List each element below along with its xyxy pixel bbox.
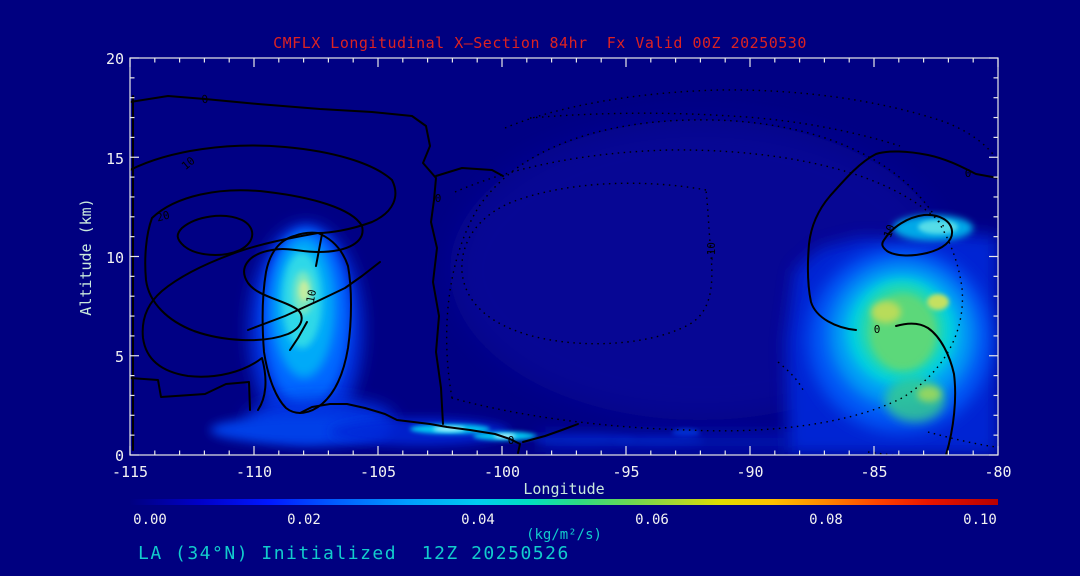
contour-label: 0 [201, 93, 209, 107]
colorbar-tick-label: 0.08 [809, 512, 843, 528]
contour-zero-west-spur [435, 167, 504, 177]
contour-zero-west [130, 95, 444, 425]
colorbar-tick-label: 0.02 [287, 512, 321, 528]
contour-label: 0 [435, 192, 442, 205]
western-plume-shading [210, 224, 395, 444]
contour-twenty-ring [144, 189, 364, 342]
x-tick-label: -85 [860, 463, 888, 481]
contour-label: 10 [304, 288, 319, 303]
filled-contour-field [130, 58, 998, 455]
x-tick-label: -105 [359, 463, 397, 481]
contour-terrain-3 [522, 423, 579, 443]
contour-label: 0 [508, 434, 515, 447]
contour-through-plume-lower [289, 321, 308, 351]
contour-terrain-2 [299, 403, 521, 454]
dotted-negative-contours [446, 89, 997, 455]
x-tick-label: -100 [483, 463, 521, 481]
colorbar-gradient [130, 499, 998, 505]
contour-label: 10 [881, 223, 898, 240]
x-tick-label: -95 [612, 463, 640, 481]
x-tick-label: -115 [111, 463, 149, 481]
x-tick-label: -110 [235, 463, 273, 481]
contour-terrain-1 [130, 377, 251, 411]
contour-zero-east [806, 150, 998, 331]
eastern-plume-shading [786, 215, 998, 455]
contour-label: 0 [965, 167, 972, 180]
contour-zero-east-lower [895, 322, 957, 455]
contour-ten-west-outer [130, 144, 397, 411]
y-tick-label: 10 [105, 249, 124, 267]
y-tick-label: 0 [114, 447, 124, 465]
y-tick-label: 20 [105, 50, 124, 68]
colorbar-tick-label: 0.04 [461, 512, 495, 528]
colorbar-unit: (kg/m²/s) [526, 527, 602, 543]
surface-streak-shading [330, 418, 790, 452]
contour-through-plume-upper [315, 233, 323, 267]
x-axis-title: Longitude [523, 480, 605, 498]
x-tick-label: -90 [736, 463, 764, 481]
footer-annotation: LA (34°N) Initialized 12Z 20250526 [138, 543, 570, 564]
colorbar-tick-label: 0.06 [635, 512, 669, 528]
line-contours [130, 95, 998, 455]
contour-label: 20 [155, 208, 171, 224]
x-tick-label: -80 [984, 463, 1012, 481]
contour-label: -10 [705, 242, 718, 262]
contour-plume-ring [261, 231, 352, 414]
axis-ticks [129, 57, 999, 456]
y-axis-title: Altitude (km) [77, 198, 95, 316]
contour-ten-east-ring [881, 213, 954, 257]
contour-diagonal [247, 261, 381, 331]
plot-title: CMFLX Longitudinal X–Section 84hr Fx Val… [273, 34, 807, 52]
colorbar-tick-label: 0.10 [963, 512, 997, 528]
plot-border [129, 57, 999, 456]
y-tick-label: 5 [114, 348, 124, 366]
contour-label: 0 [874, 323, 881, 336]
y-tick-label: 15 [105, 150, 124, 168]
colorbar-tick-label: 0.00 [133, 512, 167, 528]
contour-inner-ring [176, 214, 254, 256]
